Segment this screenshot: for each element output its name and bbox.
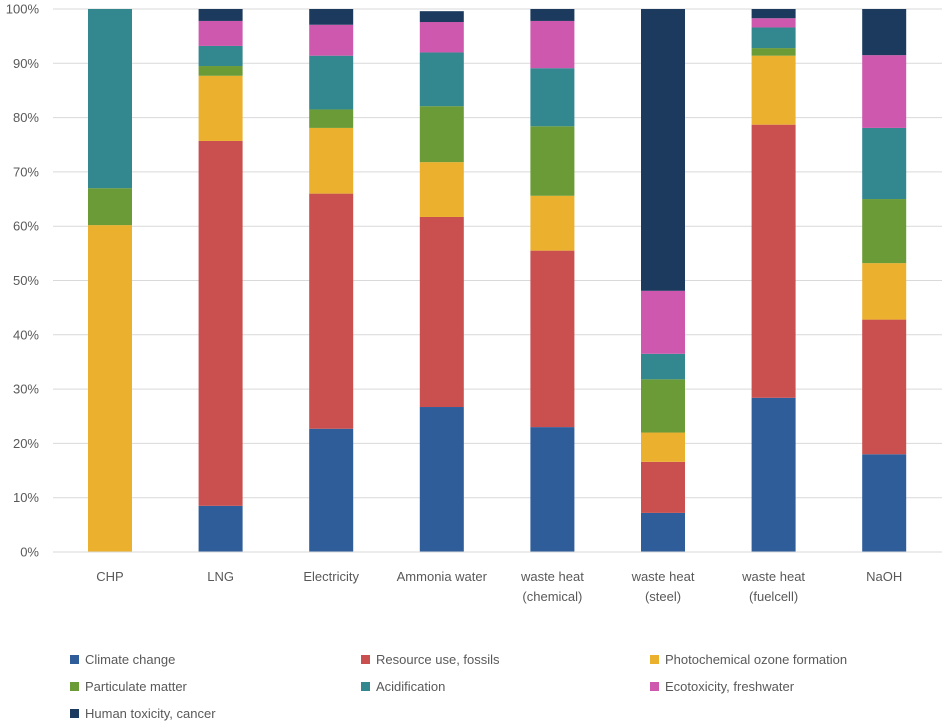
x-tick-label: (fuelcell) <box>749 589 798 604</box>
bar-segment <box>751 124 796 398</box>
y-tick-label: 30% <box>13 382 39 397</box>
bar-segment <box>419 407 464 552</box>
bar-segment <box>862 454 907 552</box>
bar-segment <box>530 427 575 552</box>
bar-segment <box>419 11 464 23</box>
y-tick-label: 90% <box>13 56 39 71</box>
legend-label: Acidification <box>376 679 445 694</box>
x-tick-label: waste heat <box>741 569 805 584</box>
legend-label: Human toxicity, cancer <box>85 706 216 721</box>
x-axis-labels: CHP LNG Electricity Ammonia water waste heat… <box>96 569 902 604</box>
x-tick-label: CHP <box>96 569 123 584</box>
legend-swatch <box>70 682 79 691</box>
legend-swatch <box>650 655 659 664</box>
x-tick-label: (chemical) <box>522 589 582 604</box>
bar-segment <box>751 9 796 19</box>
bar-segment <box>309 428 354 552</box>
bar-segment <box>309 109 354 128</box>
legend-label: Resource use, fossils <box>376 652 500 667</box>
bar-segment <box>309 193 354 429</box>
y-tick-label: 10% <box>13 490 39 505</box>
y-tick-label: 100% <box>6 2 40 17</box>
bar-segment <box>530 126 575 196</box>
bar-segment <box>641 379 685 433</box>
bar-segment <box>309 9 354 25</box>
bar-segment <box>309 55 354 110</box>
bar-segment <box>641 353 685 380</box>
bar-segment <box>309 127 354 194</box>
bar-segment <box>530 20 575 69</box>
bar-segment <box>309 24 354 56</box>
bar-segment <box>530 250 575 428</box>
bar-segment <box>419 216 464 408</box>
x-tick-label: Ammonia water <box>397 569 488 584</box>
bar-segment <box>530 9 575 21</box>
bar-segment <box>641 461 685 513</box>
y-tick-label: 60% <box>13 219 39 234</box>
y-tick-label: 70% <box>13 164 39 179</box>
bar-segment <box>530 68 575 127</box>
legend-label: Ecotoxicity, freshwater <box>665 679 795 694</box>
legend-swatch <box>361 655 370 664</box>
bar-segment <box>862 55 907 128</box>
legend-label: Photochemical ozone formation <box>665 652 847 667</box>
legend-swatch <box>70 655 79 664</box>
bar-segment <box>862 9 907 56</box>
bar-segment <box>641 432 685 462</box>
legend-label: Particulate matter <box>85 679 188 694</box>
bars <box>88 9 907 552</box>
bar-segment <box>198 20 243 46</box>
bar-segment <box>751 48 796 56</box>
bar-segment <box>88 225 132 552</box>
y-tick-label: 20% <box>13 436 39 451</box>
bar-segment <box>751 27 796 49</box>
x-tick-label: Electricity <box>303 569 359 584</box>
bar-segment <box>641 9 685 291</box>
legend-swatch <box>70 709 79 718</box>
bar-segment <box>198 45 243 67</box>
legend-swatch <box>650 682 659 691</box>
x-tick-label: waste heat <box>520 569 584 584</box>
bar-segment <box>862 127 907 200</box>
bar-segment <box>198 140 243 506</box>
bar-segment <box>419 52 464 107</box>
bar-segment <box>419 106 464 163</box>
x-tick-label: NaOH <box>866 569 902 584</box>
gridlines <box>53 8 942 553</box>
bar-segment <box>751 397 796 552</box>
bar-segment <box>198 9 243 21</box>
x-tick-label: waste heat <box>631 569 695 584</box>
x-tick-label: (steel) <box>645 589 681 604</box>
bar-segment <box>862 199 907 264</box>
bar-segment <box>751 18 796 28</box>
bar-segment <box>198 75 243 141</box>
bar-segment <box>419 162 464 217</box>
bar-segment <box>641 290 685 354</box>
bar-segment <box>530 195 575 251</box>
bar-segment <box>198 66 243 76</box>
bar-segment <box>862 263 907 320</box>
legend-label: Climate change <box>85 652 175 667</box>
y-tick-label: 40% <box>13 327 39 342</box>
y-tick-label: 80% <box>13 110 39 125</box>
legend: Climate change Resource use, fossils Photo… <box>70 652 847 721</box>
bar-segment <box>641 512 685 552</box>
bar-segment <box>198 505 243 552</box>
bar-segment <box>88 9 132 189</box>
x-tick-label: LNG <box>207 569 234 584</box>
y-tick-label: 50% <box>13 273 39 288</box>
legend-swatch <box>361 682 370 691</box>
bar-segment <box>88 188 132 226</box>
bar-segment <box>862 319 907 455</box>
y-axis-ticks: 0% 10% 20% 30% 40% 50% 60% 70% 80% 90% 100% <box>6 2 40 560</box>
bar-segment <box>419 22 464 53</box>
y-tick-label: 0% <box>20 545 39 560</box>
bar-segment <box>751 55 796 125</box>
